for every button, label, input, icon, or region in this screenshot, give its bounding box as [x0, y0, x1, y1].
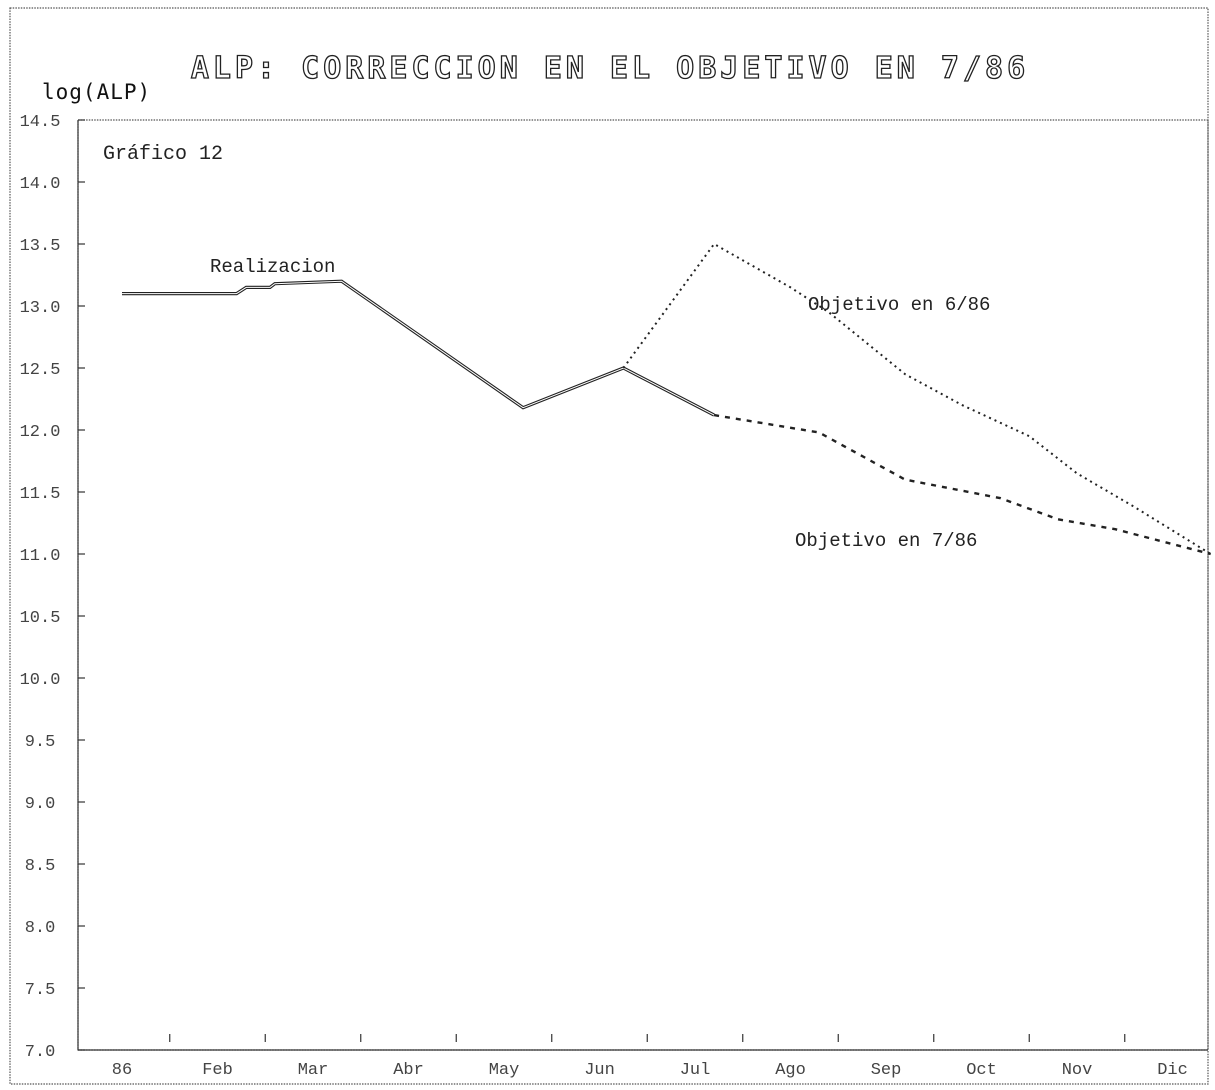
- y-tick-label: 10.0: [20, 671, 61, 690]
- panel-label: Gráfico 12: [103, 143, 223, 166]
- series-label-realizacion: Realizacion: [210, 256, 335, 278]
- y-tick-label: 9.0: [25, 795, 56, 814]
- series-objetivo-en-7-86-line: [713, 413, 1212, 556]
- x-tick-label: Jul: [680, 1061, 711, 1080]
- x-axis: 86 Feb Mar Abr May Jun Jul Ago Sep Oct Nov Dic: [78, 1034, 1208, 1080]
- y-tick-label: 14.5: [20, 113, 61, 132]
- x-tick-label: Abr: [393, 1061, 424, 1080]
- y-tick-label: 12.5: [20, 361, 61, 380]
- x-tick-label: May: [489, 1061, 520, 1080]
- y-tick-label: 10.5: [20, 609, 61, 628]
- x-tick-label: Dic: [1157, 1061, 1188, 1080]
- x-tick-label: Nov: [1062, 1061, 1093, 1080]
- series-realizacion-line: [122, 279, 715, 417]
- y-tick-label: 13.5: [20, 237, 61, 256]
- y-tick-label: 14.0: [20, 175, 61, 194]
- y-tick-label: 9.5: [25, 733, 56, 752]
- x-tick-label: Oct: [966, 1061, 997, 1080]
- y-tick-label: 8.0: [25, 919, 56, 938]
- x-tick-label: Jun: [584, 1061, 615, 1080]
- chart-title: ALP: CORRECCION EN EL OBJETIVO EN 7/86: [191, 51, 1029, 86]
- outer-frame: [9, 7, 1209, 1085]
- y-tick-label: 7.0: [25, 1043, 56, 1062]
- x-tick-label: Ago: [775, 1061, 806, 1080]
- x-tick-label: Feb: [202, 1061, 233, 1080]
- series-objetivo-en-6-86-line: [622, 242, 1212, 555]
- x-tick-label: Mar: [298, 1061, 329, 1080]
- series-realizacion-line-inner: [122, 280, 715, 416]
- y-tick-label: 7.5: [25, 981, 56, 1000]
- x-tick-label: 86: [112, 1061, 132, 1080]
- series-label-objetivo-7-86: Objetivo en 7/86: [795, 530, 977, 552]
- y-axis: 14.5 14.0 13.5 13.0 12.5 12.0 11.5 11.0 10.5 10.0…: [20, 113, 85, 1062]
- x-tick-label: Sep: [871, 1061, 902, 1080]
- series-label-objetivo-6-86: Objetivo en 6/86: [808, 294, 990, 316]
- y-tick-label: 11.0: [20, 547, 61, 566]
- y-axis-label: log(ALP): [42, 80, 151, 104]
- y-tick-label: 11.5: [20, 485, 61, 504]
- series-layer: [122, 242, 1212, 556]
- y-tick-label: 12.0: [20, 423, 61, 442]
- y-tick-label: 13.0: [20, 299, 61, 318]
- y-tick-label: 8.5: [25, 857, 56, 876]
